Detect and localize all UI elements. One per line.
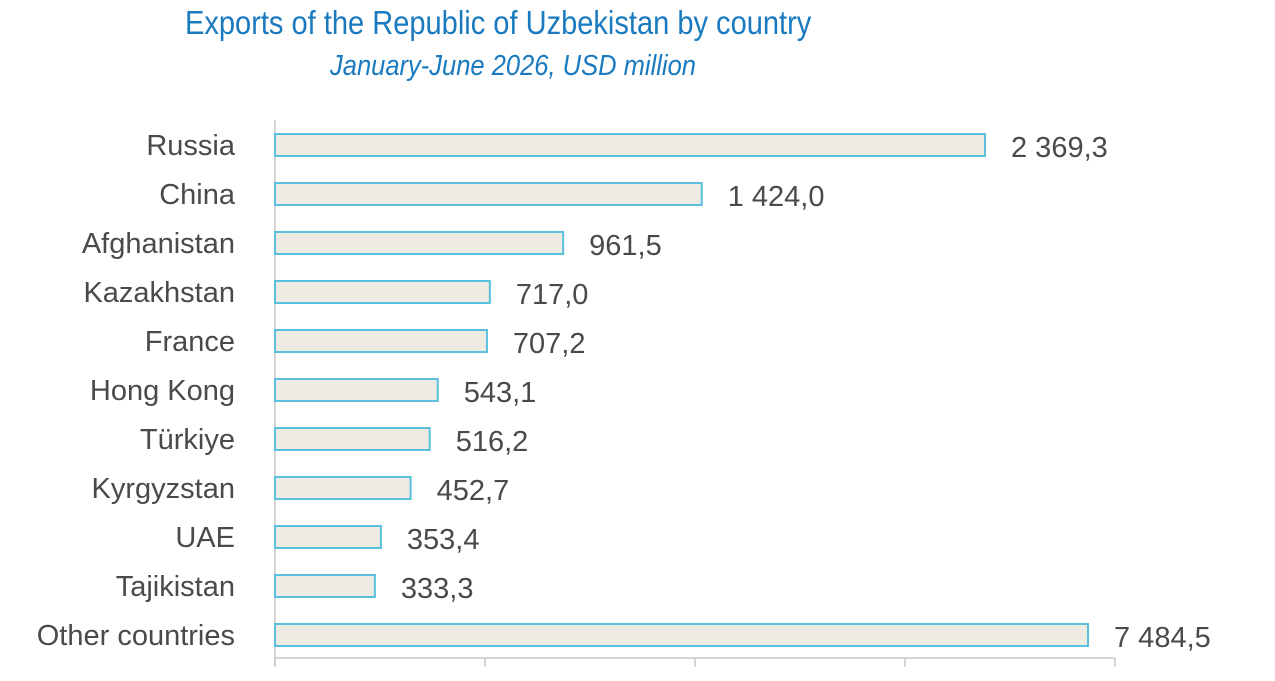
category-label: Kyrgyzstan (92, 473, 235, 505)
category-label: Other countries (37, 620, 235, 652)
chart-title: Exports of the Republic of Uzbekistan by… (185, 4, 812, 41)
category-label: Hong Kong (90, 375, 235, 407)
bar (274, 427, 431, 451)
category-label: France (145, 326, 235, 358)
value-label: 452,7 (437, 475, 510, 507)
category-label: UAE (175, 522, 235, 554)
bar (274, 378, 439, 402)
value-label: 516,2 (456, 426, 529, 458)
category-label: Kazakhstan (83, 277, 235, 309)
bar (274, 476, 412, 500)
value-label: 1 424,0 (728, 181, 825, 213)
bar (274, 231, 565, 255)
bar (274, 133, 986, 157)
category-label: Türkiye (140, 424, 235, 456)
value-label: 707,2 (513, 328, 586, 360)
bar (274, 623, 1089, 647)
value-label: 717,0 (516, 279, 589, 311)
value-label: 7 484,5 (1114, 622, 1211, 654)
bar (274, 329, 488, 353)
bar (274, 525, 382, 549)
value-label: 353,4 (407, 524, 480, 556)
bar (274, 182, 703, 206)
bar (274, 280, 491, 304)
category-label: China (159, 179, 236, 211)
category-label: Russia (146, 130, 236, 162)
value-label: 2 369,3 (1011, 132, 1108, 164)
value-label: 333,3 (401, 573, 474, 605)
value-label: 961,5 (589, 230, 662, 262)
bar (274, 574, 376, 598)
category-label: Afghanistan (82, 228, 235, 260)
category-label: Tajikistan (116, 571, 235, 603)
value-label: 543,1 (464, 377, 537, 409)
chart-subtitle: January-June 2026, USD million (330, 50, 696, 82)
